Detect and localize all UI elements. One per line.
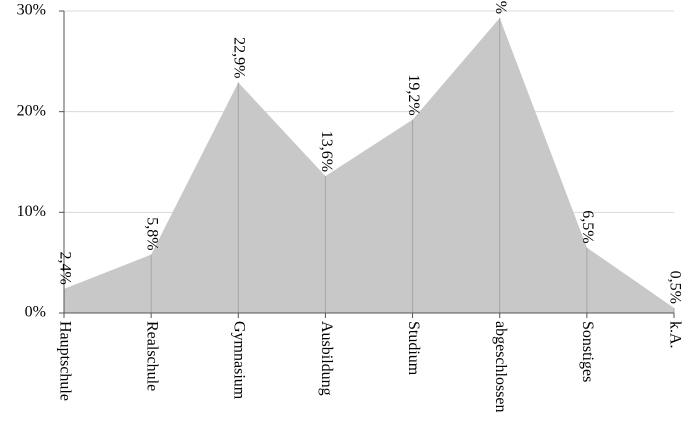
- x-tick-label: k.A.: [666, 321, 683, 349]
- x-tick-label: Ausbildung: [318, 321, 335, 396]
- value-label: 2,4%: [56, 252, 73, 285]
- x-tick-label: Realschule: [143, 321, 160, 391]
- x-tick-label: abgeschlossen: [492, 321, 509, 413]
- x-tick-label: Hauptschule: [56, 321, 73, 401]
- value-label: 19,2%: [405, 74, 422, 115]
- value-label: 0,5%: [666, 271, 683, 304]
- value-label: 29,3%: [492, 0, 509, 14]
- value-label: 13,6%: [318, 131, 335, 172]
- y-tick-label: 10%: [17, 203, 46, 220]
- y-tick-label: 0%: [25, 304, 46, 321]
- x-tick-label: Sonstiges: [579, 321, 596, 382]
- area: [64, 18, 674, 314]
- y-tick-label: 20%: [17, 102, 46, 119]
- value-label: 5,8%: [143, 217, 160, 250]
- value-label: 6,5%: [579, 210, 596, 243]
- y-tick-label: 30%: [17, 2, 46, 19]
- value-label: 22,9%: [231, 37, 248, 78]
- x-tick-label: Studium: [405, 321, 422, 376]
- x-tick-label: Gymnasium: [231, 321, 248, 400]
